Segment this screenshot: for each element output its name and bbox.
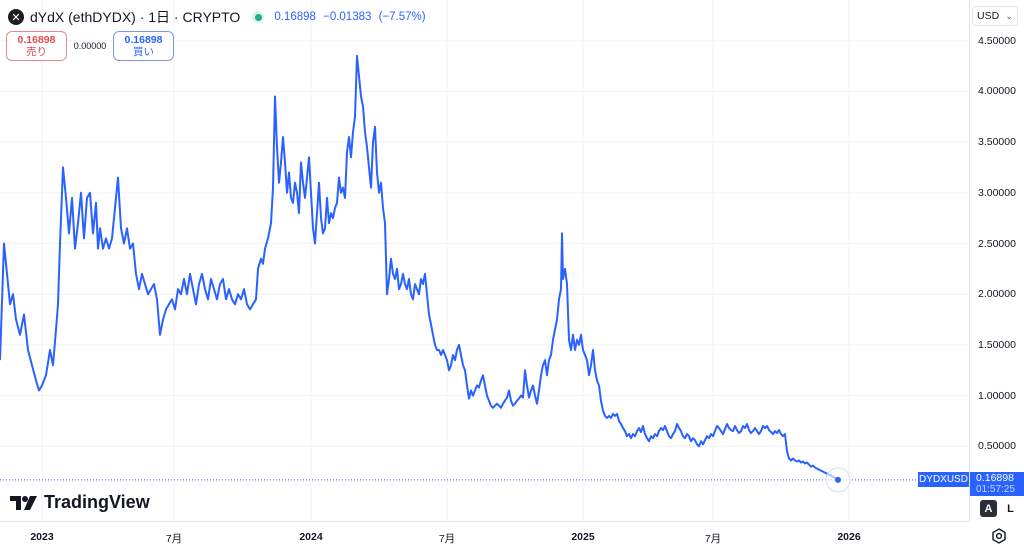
auto-scale-button[interactable]: A — [980, 500, 997, 517]
header-quote: 0.16898 −0.01383 (−7.57%) — [274, 11, 429, 23]
price-line-chart[interactable] — [0, 0, 969, 521]
market-open-status-icon — [252, 11, 265, 23]
time-axis[interactable]: 2023 7月 2024 7月 2025 7月 2026 — [0, 521, 969, 552]
tradingview-logo-icon — [10, 495, 37, 510]
spread-value: 0.00000 — [73, 41, 107, 51]
current-price-label: 0.16898 — [976, 472, 1014, 484]
chart-pane[interactable] — [0, 0, 969, 521]
price-axis-label: 3.00000 — [978, 186, 1016, 199]
time-axis-label: 2026 — [837, 531, 861, 543]
price-axis-label: 0.50000 — [978, 440, 1016, 453]
tradingview-logo[interactable]: TradingView — [10, 492, 150, 513]
sell-price: 0.16898 — [17, 34, 56, 46]
log-scale-button[interactable]: L — [1002, 500, 1019, 517]
price-axis-label: 2.00000 — [978, 288, 1016, 301]
chart-grid — [0, 0, 969, 521]
time-axis-label: 2023 — [30, 531, 54, 543]
symbol-title[interactable]: dYdX (ethDYDX) · 1日 · CRYPTO — [30, 9, 241, 25]
sell-label: 売り — [26, 46, 47, 58]
time-axis-label: 7月 — [438, 533, 456, 545]
settings-gear-icon[interactable] — [990, 527, 1008, 545]
price-axis[interactable]: 4.50000 4.00000 3.50000 3.00000 2.50000 2.000… — [969, 0, 1024, 521]
time-axis-label: 2024 — [299, 531, 323, 543]
price-axis-label: 2.50000 — [978, 237, 1016, 250]
price-line — [0, 54, 839, 481]
last-price-dot — [835, 476, 841, 483]
price-axis-label: 4.50000 — [978, 34, 1016, 47]
symbol-price-tag: DYDXUSD — [918, 472, 969, 487]
price-axis-label: 3.50000 — [978, 136, 1016, 149]
price-axis-label: 1.00000 — [978, 389, 1016, 402]
currency-label: USD — [977, 10, 1000, 22]
price-change: −0.01383 — [323, 11, 372, 23]
buy-label: 買い — [133, 46, 154, 58]
last-price-tag: 0.16898 01:57:25 — [970, 472, 1024, 496]
currency-select[interactable]: USD ⌄ — [972, 6, 1018, 26]
sell-button[interactable]: 0.16898 売り — [6, 31, 67, 61]
last-price: 0.16898 — [274, 11, 316, 23]
tradingview-wordmark: TradingView — [44, 492, 150, 512]
price-axis-label: 1.50000 — [978, 338, 1016, 351]
chevron-down-icon: ⌄ — [1005, 10, 1013, 21]
bar-countdown: 01:57:25 — [976, 484, 1015, 495]
buy-button[interactable]: 0.16898 買い — [113, 31, 174, 61]
price-axis-label: 4.00000 — [978, 85, 1016, 98]
dydx-logo-icon: ✕ — [8, 9, 24, 25]
symbol-header: ✕ dYdX (ethDYDX) · 1日 · CRYPTO 0.16898 −… — [8, 6, 430, 28]
buy-price: 0.16898 — [124, 34, 163, 46]
trade-buttons: 0.16898 売り 0.00000 0.16898 買い — [6, 31, 174, 61]
time-axis-label: 7月 — [165, 533, 183, 545]
time-axis-label: 7月 — [704, 533, 722, 545]
price-change-percent: (−7.57%) — [378, 11, 426, 23]
time-axis-label: 2025 — [571, 531, 595, 543]
